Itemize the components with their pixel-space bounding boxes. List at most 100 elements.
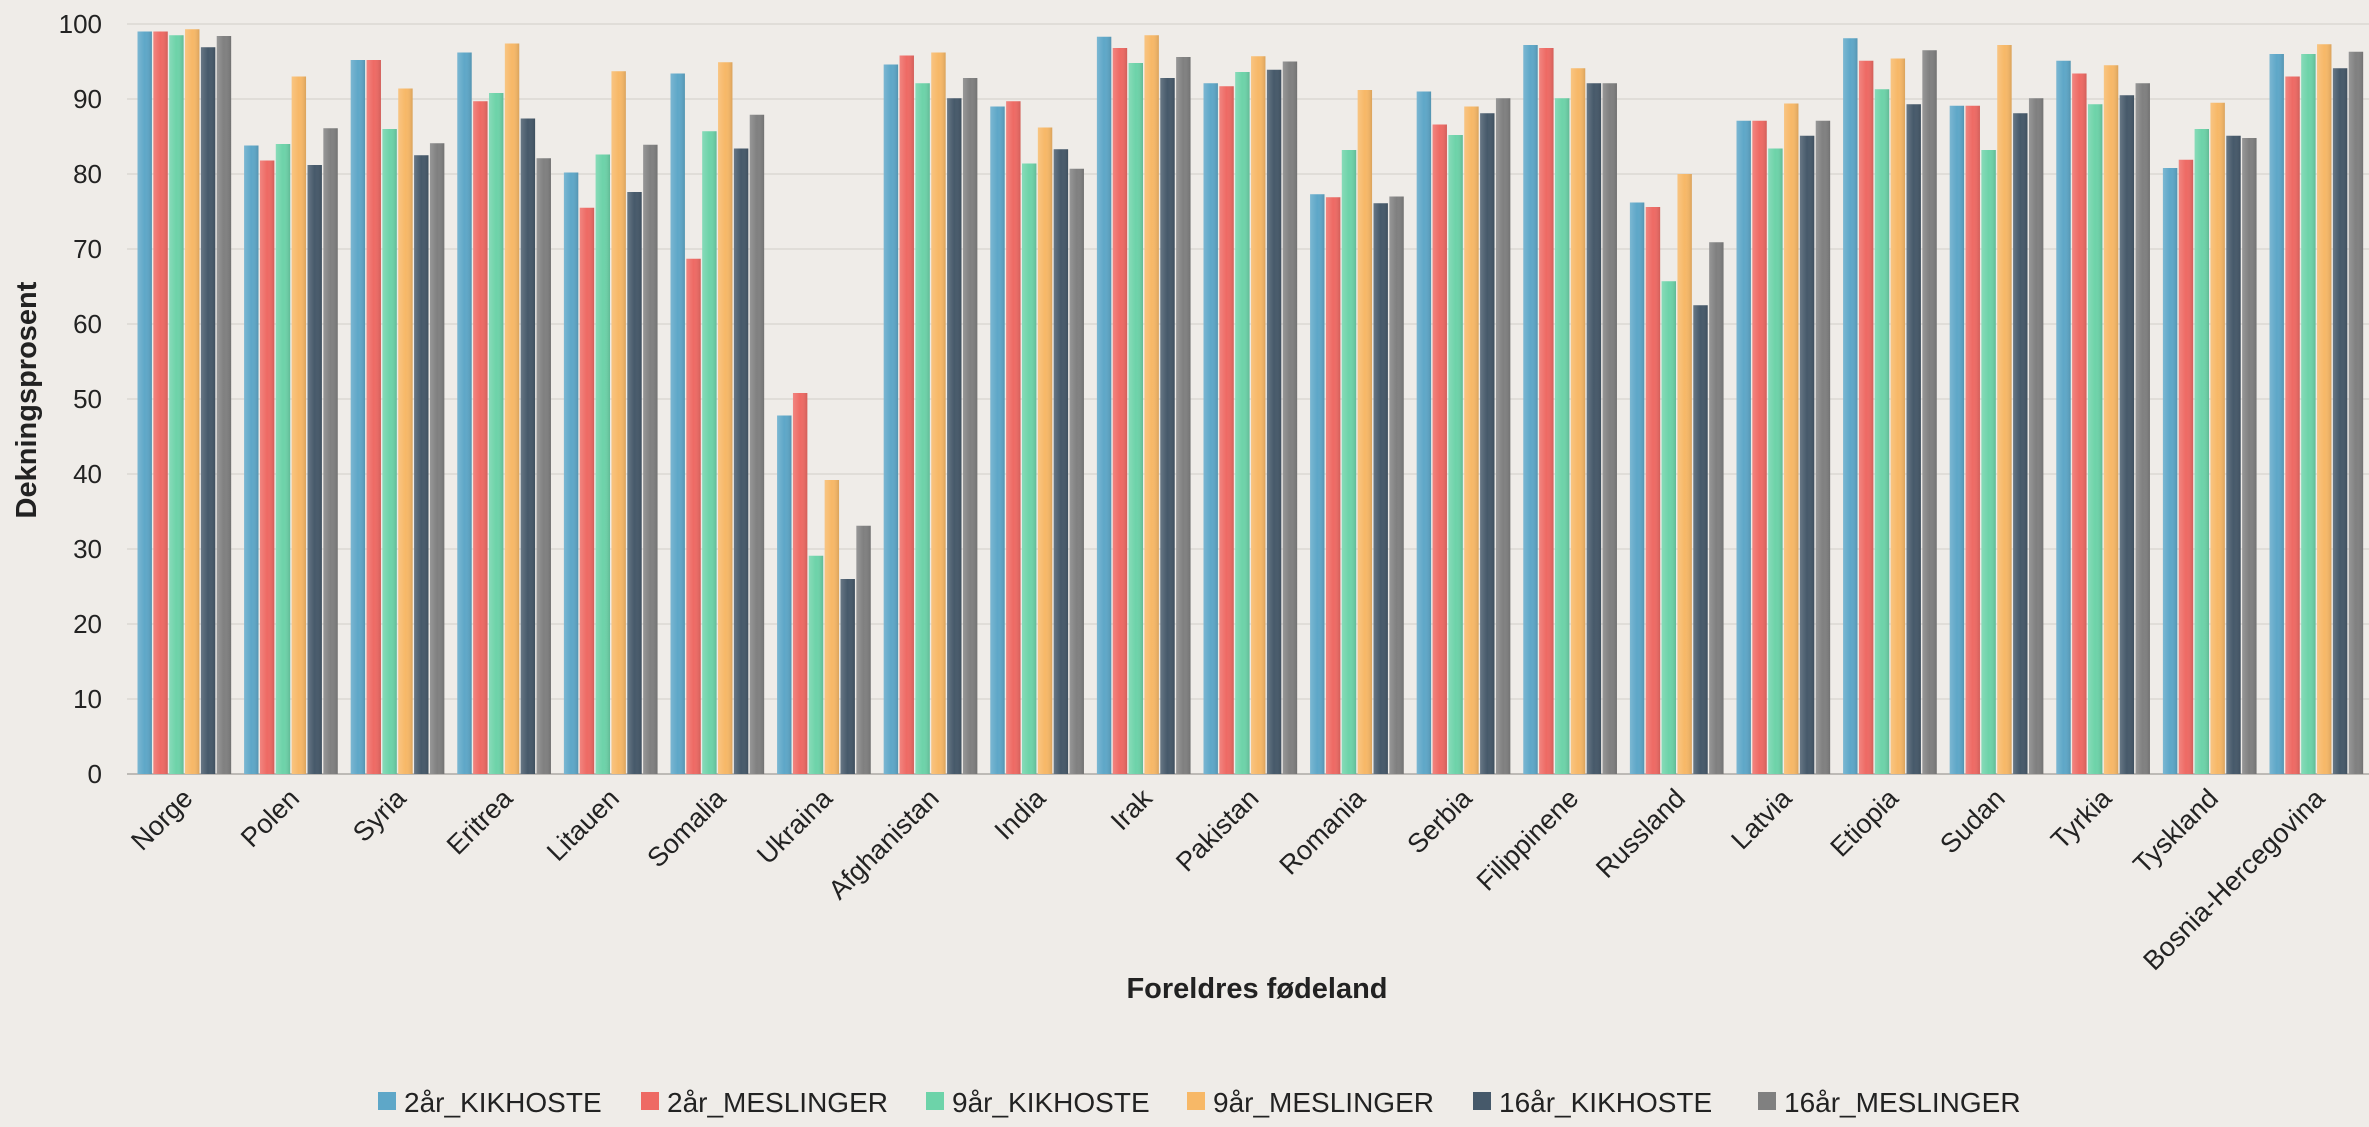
bar-shading (244, 145, 259, 774)
x-tick-label: Eritrea (441, 782, 519, 860)
x-tick-label: Latvia (1725, 782, 1798, 855)
x-tick-label: Afghanistan (823, 783, 945, 905)
bar-shading (1815, 120, 1831, 774)
bar-shading (670, 73, 685, 774)
y-tick-label: 40 (73, 459, 102, 489)
x-tick-label: Russland (1590, 783, 1691, 884)
bar-shading (883, 64, 899, 774)
legend-label: 2år_KIKHOSTE (404, 1087, 602, 1118)
bar-shading (323, 128, 338, 774)
bar-shading (1768, 148, 1783, 774)
y-tick-label: 0 (88, 759, 102, 789)
bar-shading (1128, 63, 1143, 774)
x-tick-label: Tyskland (2127, 783, 2224, 880)
x-axis-ticks: Norge Polen Syria Eritrea Litauen Somalia Ukra… (125, 782, 2331, 976)
bar-shading (792, 393, 808, 774)
bar-shading (1949, 105, 1965, 774)
bar-shading (2317, 44, 2332, 774)
bar-shading (2348, 51, 2364, 774)
bar-shading (749, 114, 765, 774)
bar-shading (489, 93, 504, 774)
x-tick-label: Bosnia-Hercegovina (2137, 782, 2331, 976)
bar-shading (275, 144, 291, 774)
bar-shading (1784, 103, 1799, 774)
bar-shading (1922, 50, 1937, 774)
legend-label: 16år_KIKHOSTE (1499, 1087, 1712, 1118)
bar-shading (2332, 68, 2348, 774)
x-tick-label: Pakistan (1170, 783, 1264, 877)
bar-shading (2242, 138, 2257, 774)
bar-shading (1448, 135, 1463, 774)
bar-shading (259, 160, 275, 774)
bar-shading (1677, 174, 1692, 774)
bar-shading (1235, 72, 1250, 774)
bar-shading (1693, 305, 1708, 774)
bar-shading (1555, 98, 1570, 774)
bar-shading (200, 47, 216, 774)
bar-shading (1144, 35, 1159, 774)
legend-label: 16år_MESLINGER (1784, 1087, 2021, 1118)
bar-shading (2135, 83, 2150, 774)
bar-shading (1602, 83, 1617, 774)
bar-shading (1997, 45, 2012, 774)
bar-shading (962, 78, 978, 774)
legend-label: 2år_MESLINGER (667, 1087, 888, 1118)
bar-shading (2269, 54, 2284, 774)
bar-shading (1373, 203, 1388, 774)
bar-shading (643, 144, 658, 774)
bar-shading (1843, 38, 1858, 774)
bar-shading (1523, 45, 1538, 774)
bar-shading (1981, 150, 1996, 774)
bar-shading (1480, 113, 1495, 774)
bar-shading (611, 71, 626, 774)
bar-shading (2178, 159, 2194, 774)
bar-shading (1965, 105, 1980, 774)
bar-shading (137, 31, 152, 774)
bar-shading (1645, 207, 1661, 774)
y-tick-label: 10 (73, 684, 102, 714)
legend-swatch (926, 1092, 944, 1110)
bar-shading (1053, 149, 1069, 774)
x-tick-label: Syria (347, 782, 412, 847)
bar-shading (1890, 58, 1906, 774)
bar-shading (1006, 101, 1021, 774)
y-tick-label: 100 (59, 9, 102, 39)
bar-shading (1874, 89, 1890, 774)
bar-shading (2301, 54, 2316, 774)
y-tick-label: 70 (73, 234, 102, 264)
bar-shading (899, 55, 914, 774)
x-tick-label: Ukraina (751, 782, 839, 870)
x-tick-label: Irak (1105, 783, 1158, 836)
bar-shading (350, 60, 366, 774)
bar-shading (398, 88, 413, 774)
y-tick-label: 90 (73, 84, 102, 114)
y-axis-title: Dekningsprosent (11, 281, 43, 518)
bar-shading (931, 52, 946, 774)
bar-shading (1661, 281, 1676, 774)
bar-shading (2285, 76, 2300, 774)
x-tick-label: Filippinene (1471, 783, 1585, 897)
y-tick-label: 50 (73, 384, 102, 414)
bar-shading (1858, 60, 1874, 774)
bar-shading (808, 555, 824, 774)
x-tick-label: Sudan (1934, 783, 2010, 859)
bar-shading (947, 98, 962, 774)
bar-shading (1310, 194, 1325, 774)
bar-shading (504, 43, 520, 774)
bar-shading (1432, 124, 1447, 774)
bar-shading (1495, 98, 1511, 774)
x-tick-label: Tyrkia (2045, 782, 2118, 855)
bar-shading (153, 31, 168, 774)
x-tick-label: Litauen (541, 783, 625, 867)
bar-shading (2210, 102, 2225, 774)
bar-shading (1586, 83, 1602, 774)
bar-shading (216, 36, 232, 774)
x-tick-label: Etiopia (1825, 782, 1905, 862)
bar-shading (1539, 48, 1554, 774)
bar-shading (536, 158, 551, 774)
bar-shading (1203, 83, 1218, 774)
y-tick-label: 20 (73, 609, 102, 639)
bar-shading (1570, 68, 1586, 774)
bar-shading (1341, 150, 1357, 774)
